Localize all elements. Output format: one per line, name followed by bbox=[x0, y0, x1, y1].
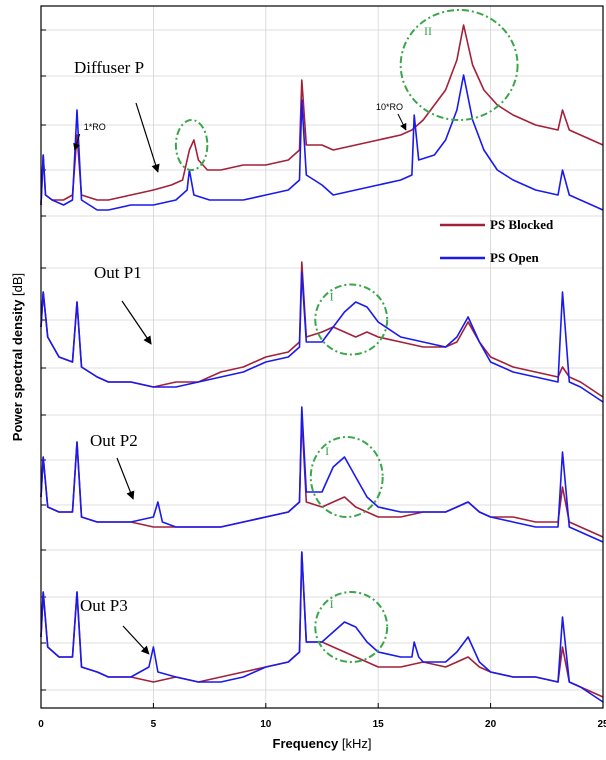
series-line-open bbox=[40, 406, 604, 543]
panel-arrow bbox=[121, 300, 152, 345]
panel-4 bbox=[40, 551, 604, 703]
x-tick-label: 10 bbox=[260, 719, 272, 730]
legend: PS Blocked PS Open bbox=[440, 217, 554, 265]
dash-dot-circle bbox=[314, 283, 389, 356]
panel-label: Out P3 bbox=[80, 596, 128, 615]
x-tick-label: 15 bbox=[373, 719, 385, 730]
y-axis-title: Power spectral density [dB] bbox=[10, 273, 25, 441]
series-line-blocked bbox=[40, 551, 604, 698]
panel-3 bbox=[40, 406, 604, 543]
x-tick-label: 5 bbox=[151, 719, 157, 730]
x-tick-label: 25 bbox=[597, 719, 606, 730]
circle-label: I bbox=[330, 597, 334, 611]
dash-dot-circle bbox=[174, 119, 209, 171]
circle-label: I bbox=[325, 444, 329, 458]
dash-dot-circle bbox=[309, 436, 384, 518]
data-layer bbox=[40, 24, 604, 703]
x-axis-title-unit: [kHz] bbox=[338, 736, 371, 751]
panel-arrow bbox=[122, 625, 150, 655]
x-axis-title: Frequency [kHz] bbox=[273, 736, 372, 751]
panel-arrow bbox=[135, 102, 160, 173]
x-tick-label: 20 bbox=[485, 719, 497, 730]
panel-label: Diffuser P bbox=[74, 58, 144, 77]
peak-annotation-arrow bbox=[397, 113, 407, 131]
annotation-layer: Diffuser P 1*RO 10*RO II Out P1 I Out P2 I Out P… bbox=[73, 9, 519, 663]
y-axis-title-name: Power spectral density bbox=[10, 299, 25, 441]
circle-label: I bbox=[330, 289, 334, 303]
panel-arrow bbox=[116, 457, 135, 500]
series-line-blocked bbox=[40, 261, 604, 398]
series-line-open bbox=[40, 74, 604, 211]
y-axis-title-unit: [dB] bbox=[10, 273, 25, 300]
series-line-open bbox=[40, 271, 604, 403]
plot-frame bbox=[40, 5, 604, 709]
legend-label-open: PS Open bbox=[490, 250, 540, 265]
panel-label: Out P2 bbox=[90, 431, 138, 450]
panel-label: Out P1 bbox=[94, 263, 142, 282]
circle-label: II bbox=[424, 24, 432, 38]
legend-label-blocked: PS Blocked bbox=[490, 217, 554, 232]
peak-annotation: 1*RO bbox=[84, 122, 106, 132]
series-line-open bbox=[40, 551, 604, 703]
x-tick-label: 0 bbox=[38, 719, 44, 730]
series-line-blocked bbox=[40, 24, 604, 206]
dash-dot-circle bbox=[399, 9, 519, 121]
x-axis-title-name: Frequency bbox=[273, 736, 340, 751]
x-tick-labels: 0 5 10 15 20 25 bbox=[38, 719, 606, 730]
peak-annotation: 10*RO bbox=[376, 102, 403, 112]
panel-1 bbox=[40, 24, 604, 211]
dash-dot-circle bbox=[314, 591, 389, 663]
panel-2 bbox=[40, 261, 604, 403]
peak-annotation-arrow bbox=[73, 133, 81, 151]
